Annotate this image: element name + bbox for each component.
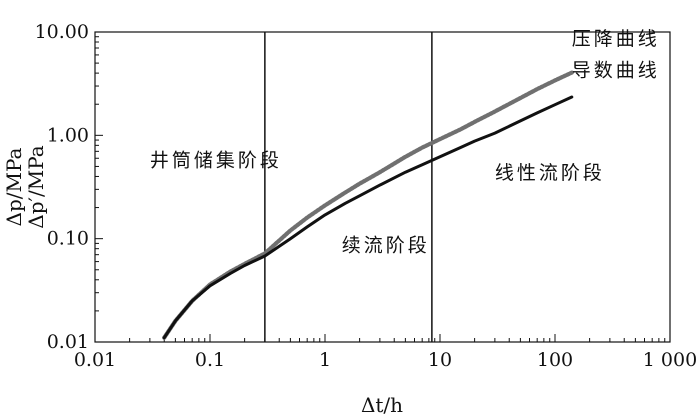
region-label: 线性流阶段: [495, 162, 605, 184]
x-tick-label: 0.01: [74, 349, 116, 371]
y-axis-label-top: Δp/MPa: [2, 147, 26, 226]
series-line-derivative: [162, 95, 574, 340]
x-tick-label: 10: [428, 349, 452, 371]
series-line-pressure: [162, 70, 574, 340]
x-tick-label: 1: [319, 349, 331, 371]
y-tick-label: 10.00: [35, 21, 89, 43]
curve-label-derivative: 导数曲线: [572, 60, 660, 82]
curve-label-pressure: 压降曲线: [572, 28, 660, 50]
region-label: 续流阶段: [342, 235, 430, 257]
y-tick-label: 0.10: [47, 228, 89, 250]
y-tick-label: 1.00: [47, 124, 89, 146]
x-tick-label: 100: [537, 349, 573, 371]
x-axis-label: Δt/h: [361, 393, 403, 417]
y-tick-label: 0.01: [47, 331, 89, 353]
y-axis-label-bottom: Δp′/MPa: [24, 145, 48, 229]
region-label: 井筒储集阶段: [150, 149, 282, 171]
x-tick-label: 0.1: [195, 349, 225, 371]
x-tick-label: 1 000: [643, 349, 697, 371]
plot-frame: [94, 31, 671, 343]
